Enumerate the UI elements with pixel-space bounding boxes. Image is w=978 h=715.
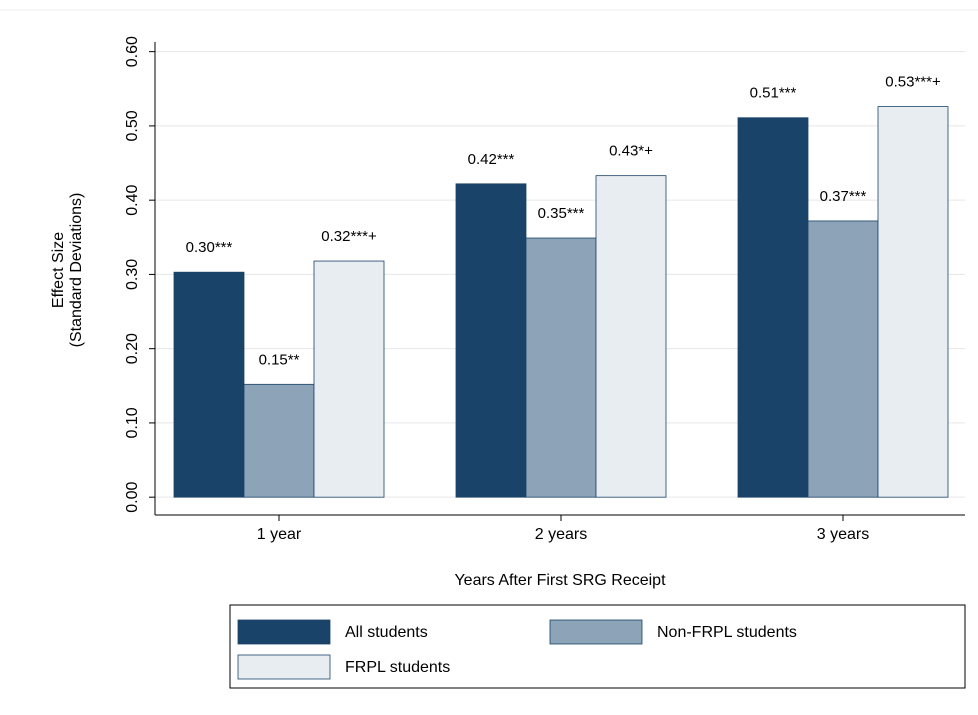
bar	[595, 175, 667, 498]
x-tick-label: 3 years	[817, 526, 869, 543]
value-label: 0.37***	[820, 188, 867, 205]
bar	[525, 237, 597, 498]
y-tick-label: 0.30	[124, 259, 141, 290]
bar	[313, 260, 385, 498]
legend-swatch	[237, 619, 331, 645]
y-tick-label: 0.40	[124, 184, 141, 215]
legend-box	[229, 604, 966, 689]
y-tick-label: 0.10	[124, 407, 141, 438]
bar	[737, 117, 809, 498]
legend-label: FRPL students	[345, 659, 450, 676]
x-axis-title: Years After First SRG Receipt	[454, 572, 666, 589]
legend-swatch	[237, 654, 331, 680]
bar	[877, 106, 949, 498]
y-axis-title-line: (Standard Deviations)	[68, 193, 85, 348]
value-label: 0.42***	[468, 151, 515, 168]
y-axis-title-line: Effect Size	[50, 232, 67, 308]
y-axis-title: Effect Size (Standard Deviations)	[50, 193, 85, 348]
value-label: 0.32***+	[321, 228, 377, 245]
value-label: 0.30***	[186, 239, 233, 256]
bar	[173, 271, 245, 498]
value-label: 0.53***+	[885, 74, 941, 91]
y-tick-label: 0.50	[124, 110, 141, 141]
legend-label: Non-FRPL students	[657, 624, 797, 641]
y-tick-label: 0.00	[124, 482, 141, 513]
legend-label: All students	[345, 624, 428, 641]
bar	[243, 383, 315, 498]
x-tick-label: 1 year	[257, 526, 302, 543]
value-label: 0.35***	[538, 205, 585, 222]
bar	[455, 183, 527, 498]
bar	[807, 220, 879, 498]
value-label: 0.43*+	[609, 143, 653, 160]
x-tick-label: 2 years	[535, 526, 587, 543]
value-label: 0.15**	[259, 351, 300, 368]
legend-swatch	[549, 619, 643, 645]
value-label: 0.51***	[750, 85, 797, 102]
y-tick-label: 0.60	[124, 36, 141, 67]
y-tick-label: 0.20	[124, 333, 141, 364]
